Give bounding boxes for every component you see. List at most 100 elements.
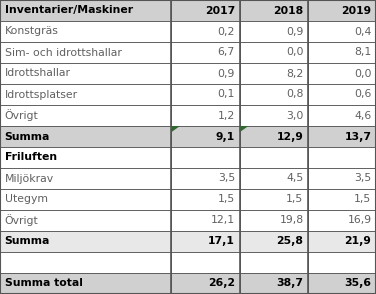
Text: 0,1: 0,1: [218, 89, 235, 99]
Text: Miljökrav: Miljökrav: [5, 173, 54, 183]
Text: Idrottsplatser: Idrottsplatser: [5, 89, 77, 99]
Text: 0,2: 0,2: [218, 26, 235, 36]
Text: 12,1: 12,1: [211, 216, 235, 225]
Text: 2019: 2019: [341, 6, 371, 16]
Bar: [308, 252, 376, 273]
Bar: [171, 63, 240, 84]
Text: 0,9: 0,9: [218, 69, 235, 78]
Bar: [308, 147, 376, 168]
Text: 4,6: 4,6: [354, 111, 371, 121]
Bar: [308, 168, 376, 189]
Text: 1,5: 1,5: [286, 195, 303, 205]
Text: 2017: 2017: [205, 6, 235, 16]
Bar: [308, 63, 376, 84]
Bar: [240, 42, 308, 63]
Bar: [308, 231, 376, 252]
Bar: [0, 210, 171, 231]
Bar: [171, 42, 240, 63]
Bar: [171, 252, 240, 273]
Text: Sim- och idrottshallar: Sim- och idrottshallar: [5, 48, 121, 58]
Bar: [0, 0, 171, 21]
Text: 0,8: 0,8: [286, 89, 303, 99]
Bar: [240, 21, 308, 42]
Bar: [308, 42, 376, 63]
Bar: [0, 273, 171, 294]
Text: 9,1: 9,1: [216, 131, 235, 141]
Bar: [0, 84, 171, 105]
Text: 6,7: 6,7: [218, 48, 235, 58]
Text: 4,5: 4,5: [286, 173, 303, 183]
Bar: [308, 273, 376, 294]
Text: 25,8: 25,8: [277, 236, 303, 246]
Bar: [0, 105, 171, 126]
Text: Övrigt: Övrigt: [5, 215, 38, 226]
Text: 16,9: 16,9: [347, 216, 371, 225]
Bar: [308, 210, 376, 231]
Text: Inventarier/Maskiner: Inventarier/Maskiner: [5, 6, 133, 16]
Bar: [308, 0, 376, 21]
Bar: [171, 210, 240, 231]
Bar: [0, 168, 171, 189]
Bar: [171, 84, 240, 105]
Bar: [240, 231, 308, 252]
Bar: [240, 105, 308, 126]
Text: 0,0: 0,0: [354, 69, 371, 78]
Bar: [308, 84, 376, 105]
Bar: [240, 189, 308, 210]
Bar: [308, 126, 376, 147]
Bar: [240, 84, 308, 105]
Bar: [171, 126, 240, 147]
Bar: [171, 21, 240, 42]
Bar: [240, 63, 308, 84]
Bar: [0, 42, 171, 63]
Text: 19,8: 19,8: [279, 216, 303, 225]
Text: 0,4: 0,4: [354, 26, 371, 36]
Text: Summa total: Summa total: [5, 278, 82, 288]
Bar: [240, 147, 308, 168]
Bar: [240, 252, 308, 273]
Text: Summa: Summa: [5, 131, 50, 141]
Text: Utegym: Utegym: [5, 195, 47, 205]
Bar: [171, 273, 240, 294]
Text: Övrigt: Övrigt: [5, 110, 38, 121]
Bar: [171, 105, 240, 126]
Text: 35,6: 35,6: [344, 278, 371, 288]
Bar: [308, 21, 376, 42]
Bar: [0, 147, 171, 168]
Polygon shape: [171, 126, 180, 132]
Text: 3,5: 3,5: [354, 173, 371, 183]
Bar: [308, 105, 376, 126]
Text: 8,2: 8,2: [286, 69, 303, 78]
Text: 1,2: 1,2: [218, 111, 235, 121]
Text: 0,6: 0,6: [354, 89, 371, 99]
Text: 21,9: 21,9: [345, 236, 371, 246]
Text: Friluften: Friluften: [5, 153, 57, 163]
Text: Konstgräs: Konstgräs: [5, 26, 58, 36]
Bar: [240, 273, 308, 294]
Bar: [0, 189, 171, 210]
Text: 3,0: 3,0: [286, 111, 303, 121]
Bar: [171, 147, 240, 168]
Text: 26,2: 26,2: [208, 278, 235, 288]
Text: Summa: Summa: [5, 236, 50, 246]
Bar: [171, 168, 240, 189]
Bar: [171, 231, 240, 252]
Bar: [240, 210, 308, 231]
Text: 2018: 2018: [273, 6, 303, 16]
Bar: [0, 231, 171, 252]
Bar: [0, 252, 171, 273]
Text: 13,7: 13,7: [344, 131, 371, 141]
Text: 12,9: 12,9: [277, 131, 303, 141]
Text: 38,7: 38,7: [276, 278, 303, 288]
Text: 1,5: 1,5: [218, 195, 235, 205]
Text: 1,5: 1,5: [354, 195, 371, 205]
Bar: [308, 189, 376, 210]
Bar: [240, 126, 308, 147]
Bar: [0, 21, 171, 42]
Text: 0,0: 0,0: [286, 48, 303, 58]
Bar: [0, 63, 171, 84]
Bar: [0, 126, 171, 147]
Bar: [240, 0, 308, 21]
Polygon shape: [240, 126, 249, 132]
Bar: [171, 0, 240, 21]
